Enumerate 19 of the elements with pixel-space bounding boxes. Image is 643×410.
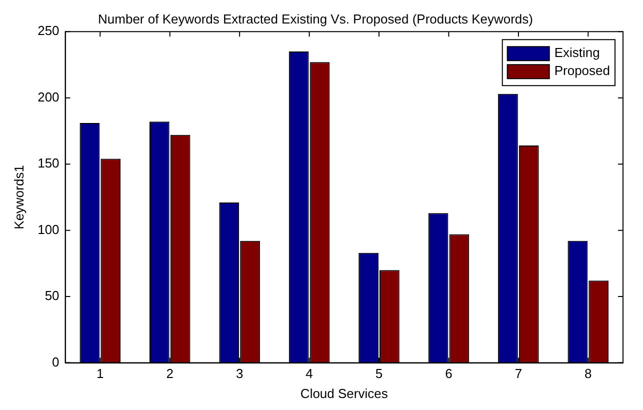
x-tick-label: 8 xyxy=(584,366,592,382)
x-tick-label: 3 xyxy=(236,366,244,382)
chart-title: Number of Keywords Extracted Existing Vs. Proposed (Products Keywords) xyxy=(98,11,533,26)
x-tick-label: 1 xyxy=(96,366,104,382)
legend-label: Proposed xyxy=(554,63,610,78)
x-axis-title: Cloud Services xyxy=(300,386,388,401)
x-tick-label: 2 xyxy=(166,366,174,382)
legend-label: Existing xyxy=(554,45,600,60)
x-tick-label: 6 xyxy=(445,366,452,382)
y-tick-label: 100 xyxy=(38,222,60,237)
y-tick-label: 250 xyxy=(38,23,60,38)
x-tick-label: 7 xyxy=(514,366,522,382)
y-axis-title: Keywords1 xyxy=(11,165,26,230)
y-tick-label: 50 xyxy=(44,288,60,304)
y-tick-label: 150 xyxy=(38,156,60,171)
y-tick-label: 0 xyxy=(52,354,60,370)
x-tick-label: 4 xyxy=(306,366,313,382)
y-tick-label: 200 xyxy=(38,89,60,104)
x-tick-label: 5 xyxy=(375,366,383,382)
